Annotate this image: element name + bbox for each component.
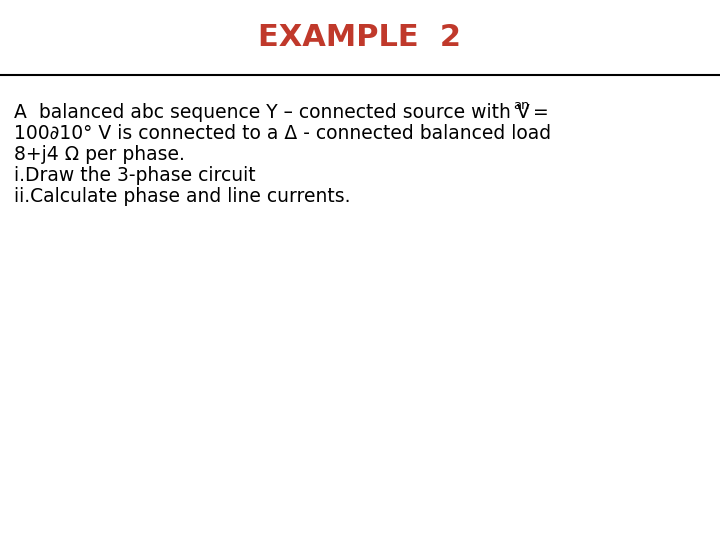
Text: EXAMPLE  2: EXAMPLE 2 <box>258 23 462 52</box>
Text: =: = <box>527 103 549 122</box>
Text: i.Draw the 3-phase circuit: i.Draw the 3-phase circuit <box>14 166 256 185</box>
Text: ii.Calculate phase and line currents.: ii.Calculate phase and line currents. <box>14 187 351 206</box>
Text: A  balanced abc sequence Y – connected source with V: A balanced abc sequence Y – connected so… <box>14 103 530 122</box>
Text: an: an <box>513 99 529 112</box>
Bar <box>0 0 720 75</box>
Text: 8+j4 Ω per phase.: 8+j4 Ω per phase. <box>14 145 185 164</box>
Text: 100∂10° V is connected to a Δ - connected balanced load: 100∂10° V is connected to a Δ - connecte… <box>14 124 551 143</box>
